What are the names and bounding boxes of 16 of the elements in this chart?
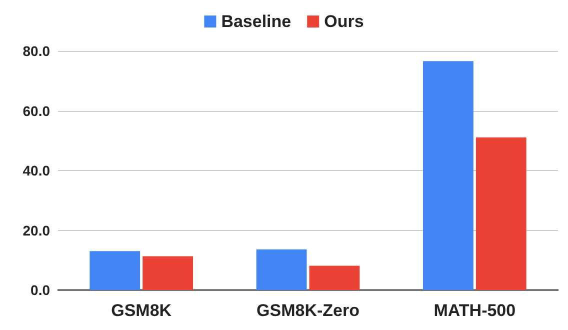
bar [309, 266, 360, 290]
legend-label: Baseline [221, 12, 292, 31]
bar [423, 61, 474, 290]
y-tick-label: 60.0 [22, 102, 50, 119]
y-tick-label: 40.0 [22, 162, 50, 178]
bar [256, 249, 307, 290]
bar [142, 256, 193, 290]
bar [90, 251, 140, 290]
x-tick-label: MATH-500 [434, 301, 516, 320]
y-tick-label: 20.0 [22, 222, 50, 238]
x-tick-label: GSM8K-Zero [256, 301, 360, 320]
y-tick-label: 80.0 [22, 43, 50, 59]
x-tick-label: GSM8K [111, 301, 172, 320]
bar [476, 137, 526, 290]
y-tick-label: 0.0 [30, 282, 50, 298]
legend-label: Ours [324, 12, 364, 31]
